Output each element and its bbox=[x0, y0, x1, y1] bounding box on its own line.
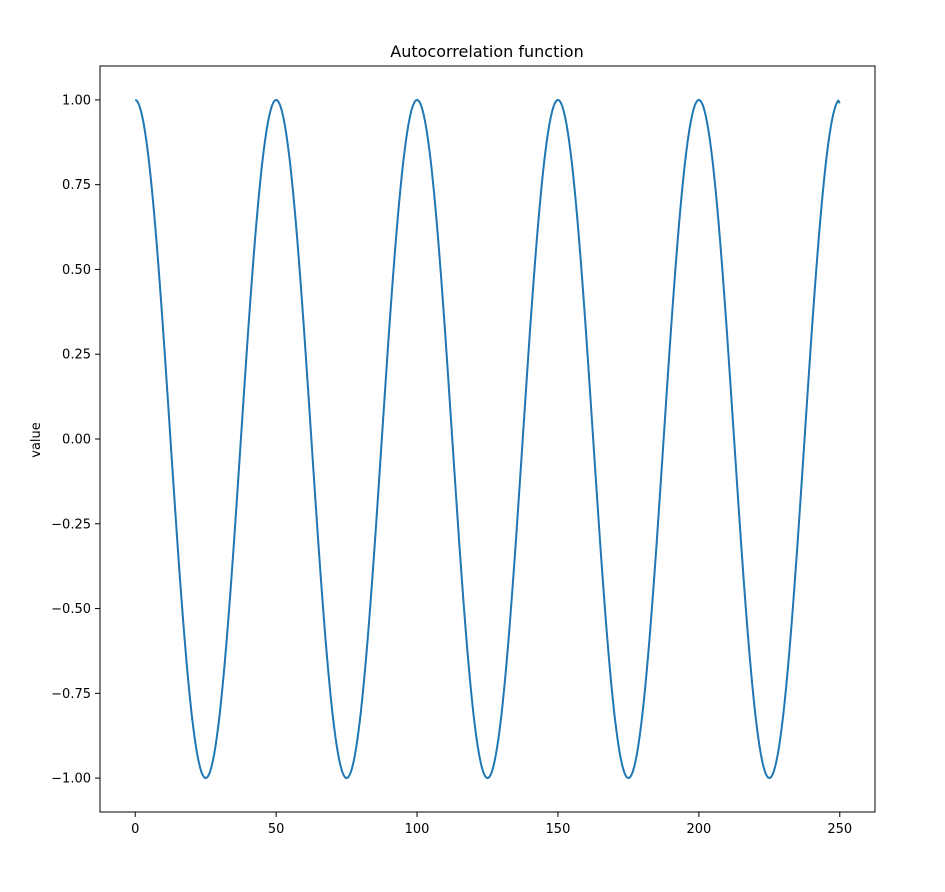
x-tick-label: 150 bbox=[546, 822, 571, 837]
x-tick-label: 100 bbox=[405, 822, 430, 837]
y-tick-label: −1.00 bbox=[51, 772, 91, 787]
x-tick-label: 50 bbox=[268, 822, 285, 837]
x-tick-label: 250 bbox=[827, 822, 852, 837]
y-tick-label: 0.75 bbox=[62, 178, 91, 193]
y-tick-label: −0.25 bbox=[51, 517, 91, 532]
x-tick-label: 200 bbox=[686, 822, 711, 837]
y-tick-label: 0.00 bbox=[62, 433, 91, 448]
y-tick-label: 0.25 bbox=[62, 348, 91, 363]
plot-frame bbox=[99, 65, 876, 813]
y-tick-label: 0.50 bbox=[62, 263, 91, 278]
y-axis-ticks: 1.00 0.75 0.50 0.25 0.00 −0.25 −0.50 −0.75 −1.00 bbox=[51, 93, 100, 787]
x-axis-ticks: 0 50 100 150 200 250 bbox=[131, 812, 852, 837]
y-axis-label: value bbox=[29, 422, 44, 458]
y-tick-label: −0.75 bbox=[51, 687, 91, 702]
x-tick-label: 0 bbox=[131, 822, 139, 837]
y-tick-label: 1.00 bbox=[62, 93, 91, 108]
chart-title: Autocorrelation function bbox=[390, 42, 583, 61]
series-line-0 bbox=[134, 98, 841, 780]
y-tick-label: −0.50 bbox=[51, 602, 91, 617]
plot-series-group bbox=[134, 98, 841, 780]
